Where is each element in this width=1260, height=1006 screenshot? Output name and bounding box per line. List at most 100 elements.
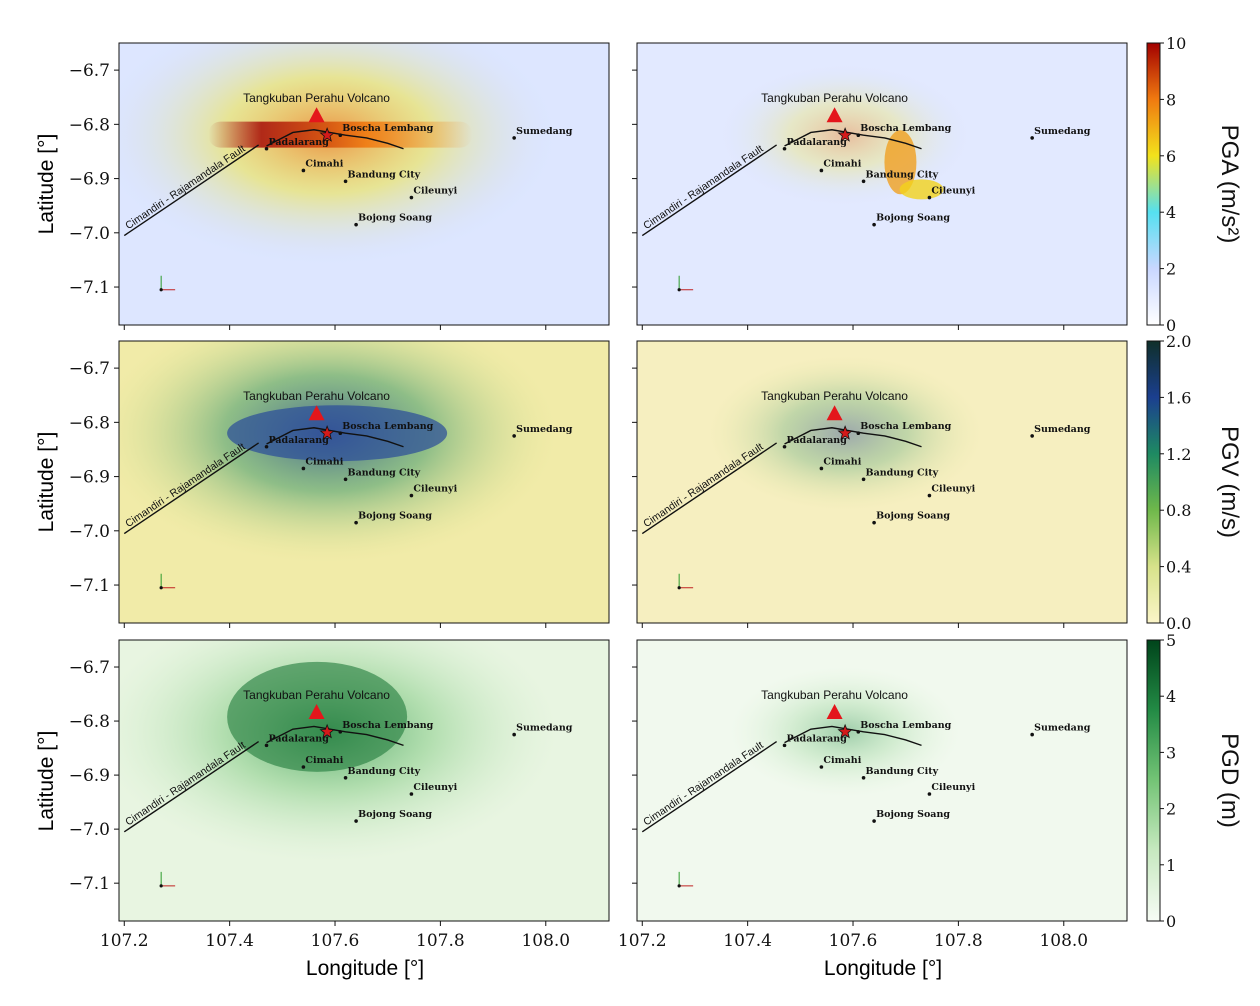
bojong-soang-label: Bojong Soang — [876, 213, 950, 224]
cileunyi-point — [927, 195, 932, 200]
bojong-soang-point — [872, 222, 876, 227]
cimahi-label: Cimahi — [305, 158, 343, 169]
bojong-soang-label: Bojong Soang — [358, 213, 432, 224]
colorbar-gradient — [1146, 639, 1161, 922]
epicenter-star — [837, 723, 853, 739]
y-tick-label: −6.9 — [69, 170, 110, 190]
lembang-fault-trace — [784, 129, 922, 150]
cimahi-point — [819, 466, 824, 471]
bojong-soang-point — [872, 520, 876, 525]
x-axis-label-right: Longitude [°] — [824, 957, 942, 980]
volcano-marker — [826, 405, 843, 421]
y-tick-label: −7.1 — [69, 874, 110, 894]
padalarang-point — [782, 146, 787, 151]
x-tick-label: 107.2 — [618, 931, 667, 951]
heatmap-glow — [119, 43, 558, 266]
colorbar-tick-label: 2 — [1166, 260, 1176, 279]
x-tick-label: 108.0 — [521, 931, 570, 951]
colorbar-tick-label: 1.6 — [1166, 388, 1191, 407]
boscha-lembang-point — [338, 133, 343, 137]
lembang-fault-trace — [784, 427, 922, 448]
bandung-city-point — [343, 179, 348, 184]
padalarang-label: Padalarang — [269, 137, 330, 148]
bandung-city-point — [343, 477, 348, 482]
colorbar-tick-label: 8 — [1166, 90, 1176, 109]
fault-line — [641, 741, 778, 833]
bojong-soang-label: Bojong Soang — [358, 809, 432, 820]
bandung-city-label: Bandung City — [348, 766, 421, 777]
colorbar-tick-label: 2.0 — [1166, 332, 1191, 351]
heatmap-high-intensity-band — [227, 405, 448, 462]
y-tick-label: −6.9 — [69, 766, 110, 786]
panel-frame — [636, 639, 1128, 922]
colorbar-tick-label: 4 — [1166, 687, 1176, 706]
compass-origin — [677, 884, 681, 888]
sumedang-point — [1030, 434, 1034, 438]
cimahi-label: Cimahi — [823, 158, 861, 169]
heatmap-high-intensity-lobe — [899, 179, 944, 200]
colorbar-gradient — [1146, 42, 1161, 326]
sumedang-point — [1030, 136, 1034, 140]
cileunyi-point — [927, 792, 932, 796]
colorbar-tick-label: 3 — [1166, 743, 1176, 762]
panel-frame — [118, 639, 610, 922]
compass-origin — [677, 586, 681, 590]
lembang-fault-trace — [784, 725, 922, 747]
cimahi-label: Cimahi — [823, 456, 861, 467]
cileunyi-label: Cileunyi — [931, 186, 975, 197]
panel-frame — [636, 340, 1128, 624]
epicenter-star — [319, 723, 335, 739]
x-tick-label: 107.8 — [934, 931, 983, 951]
sumedang-point — [512, 434, 516, 438]
cimahi-point — [301, 765, 306, 769]
cileunyi-point — [927, 493, 932, 498]
x-tick-label: 108.0 — [1039, 931, 1088, 951]
panel-frame — [636, 42, 1128, 326]
cileunyi-label: Cileunyi — [413, 186, 457, 197]
cimahi-point — [819, 168, 824, 173]
bandung-city-label: Bandung City — [348, 169, 421, 180]
bandung-city-label: Bandung City — [866, 766, 939, 777]
bandung-city-point — [343, 775, 348, 780]
y-tick-label: −6.8 — [69, 115, 110, 135]
bandung-city-label: Bandung City — [866, 467, 939, 478]
colorbar-tick-label: 0.4 — [1166, 558, 1191, 577]
volcano-marker — [826, 703, 843, 719]
compass-origin — [677, 288, 681, 292]
bojong-soang-point — [354, 222, 358, 227]
x-axis-label-left: Longitude [°] — [306, 957, 424, 980]
volcano-label: Tangkuban Perahu Volcano — [243, 91, 390, 105]
colorbar-tick-label: 6 — [1166, 147, 1176, 166]
cileunyi-point — [409, 493, 414, 498]
sumedang-point — [1030, 732, 1034, 737]
bojong-soang-point — [354, 520, 358, 525]
lembang-fault-trace — [266, 725, 404, 747]
volcano-label: Tangkuban Perahu Volcano — [243, 688, 390, 702]
pgd-colorbar: 0 1 2 3 4 5 PGD (m) — [1146, 631, 1243, 931]
sumedang-label: Sumedang — [1034, 723, 1091, 734]
cimahi-label: Cimahi — [823, 755, 861, 766]
boscha-lembang-point — [338, 730, 343, 734]
padalarang-label: Padalarang — [269, 733, 330, 744]
bojong-soang-point — [354, 819, 358, 823]
y-tick-label: −6.8 — [69, 413, 110, 433]
y-tick-label: −7.0 — [69, 522, 110, 542]
axis-labels-group: Longitude [°] Longitude [°] Latitude [°]… — [35, 134, 942, 980]
fault-line — [641, 144, 778, 237]
colorbar-tick-label: 5 — [1166, 631, 1176, 650]
sumedang-point — [512, 732, 516, 737]
fault-line — [123, 442, 260, 535]
pgv-colorbar: 0.0 0.4 0.8 1.2 1.6 2.0 PGV (m/s) — [1146, 332, 1243, 633]
volcano-marker — [308, 405, 325, 421]
bandung-city-label: Bandung City — [348, 467, 421, 478]
panel-frame — [118, 42, 610, 326]
cileunyi-label: Cileunyi — [931, 484, 975, 495]
y-axis-label-bottom: Latitude [°] — [35, 731, 58, 832]
x-tick-label: 107.4 — [723, 931, 772, 951]
colorbar-tick-label: 10 — [1166, 34, 1186, 53]
